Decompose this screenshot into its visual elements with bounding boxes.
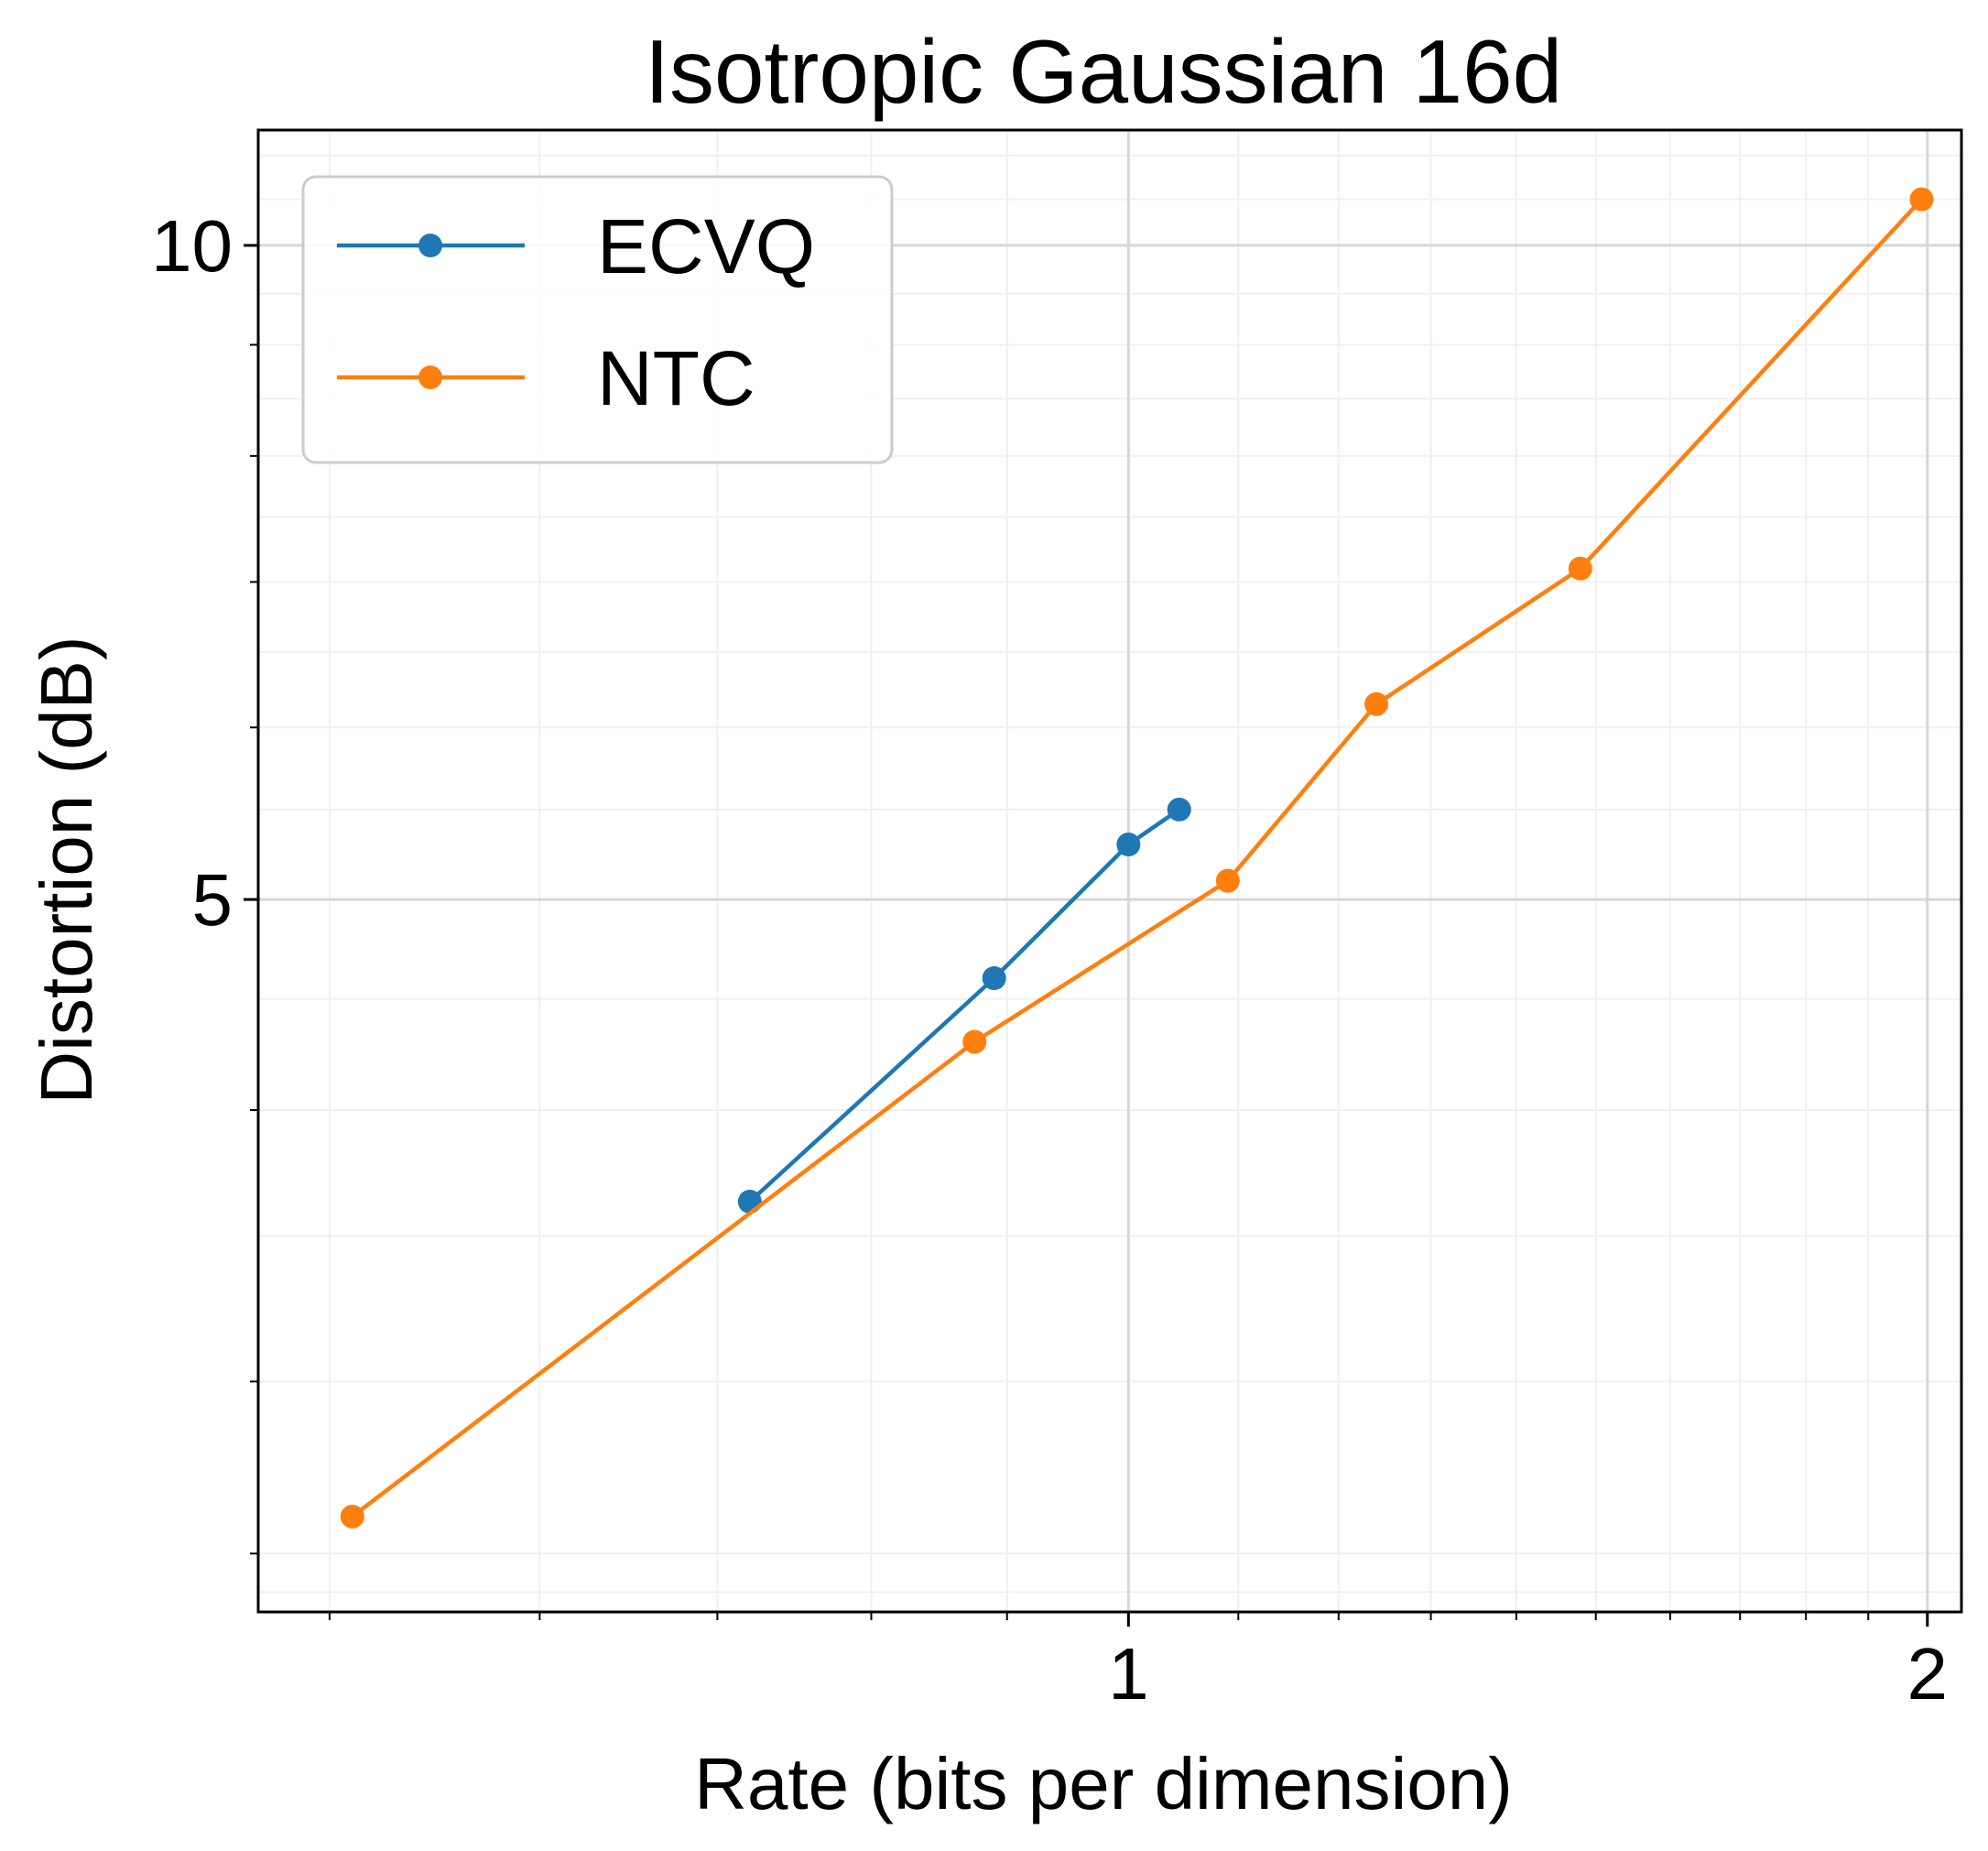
x-axis-label: Rate (bits per dimension): [694, 1743, 1513, 1824]
ntc-point: [1215, 868, 1240, 893]
legend-label-ntc: NTC: [597, 335, 755, 421]
legend-frame: [301, 175, 894, 464]
ecvq-line: [748, 808, 1180, 1203]
ntc-point: [962, 1029, 987, 1054]
x-tick-label: 2: [1907, 1633, 1949, 1715]
y-tick-label: 10: [151, 205, 233, 287]
chart-title: Isotropic Gaussian 16d: [645, 21, 1562, 122]
ecvq-point: [982, 965, 1006, 990]
ntc-line: [351, 198, 1924, 1519]
legend-label-ecvq: ECVQ: [597, 203, 815, 289]
legend-entry-ecvq: ECVQ: [337, 203, 815, 289]
minor-grid: [258, 130, 1961, 1612]
legend-swatch-marker-ecvq: [418, 234, 442, 257]
ntc-point: [1364, 691, 1389, 716]
ecvq-point: [1116, 833, 1141, 857]
ntc-point: [340, 1504, 364, 1529]
ecvq-point: [737, 1189, 762, 1214]
series-layer: [340, 187, 1934, 1529]
y-tick-label: 5: [192, 859, 234, 941]
legend-entry-ntc: NTC: [337, 335, 755, 421]
y-axis-label: Distortion (dB): [26, 636, 107, 1104]
legend: ECVQ NTC: [301, 175, 894, 464]
x-tick-label: 1: [1108, 1633, 1149, 1715]
legend-swatch-marker-ntc: [418, 365, 442, 389]
axis-ticks: 1 2 5 10: [151, 205, 1948, 1715]
major-grid: [258, 130, 1961, 1612]
ecvq-point: [1167, 797, 1191, 822]
ntc-point: [1909, 187, 1934, 212]
ntc-point: [1568, 556, 1592, 581]
plot-area-frame: [256, 128, 1963, 1614]
